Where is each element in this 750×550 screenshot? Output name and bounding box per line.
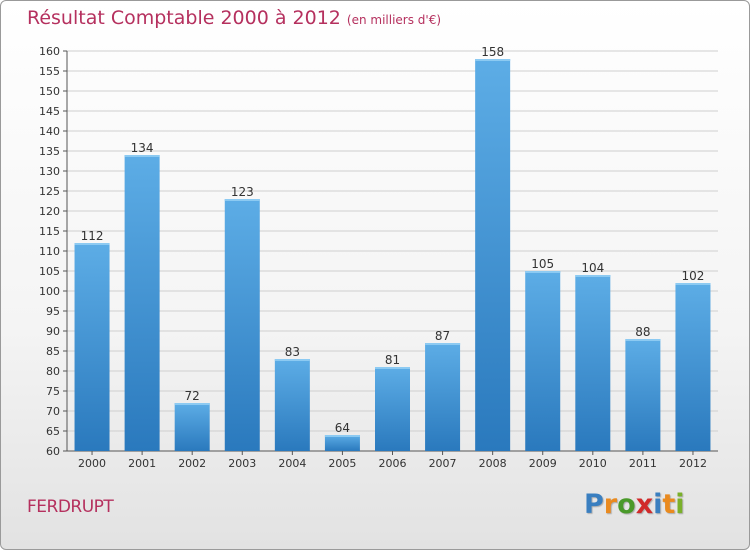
y-tick-label: 75 xyxy=(46,385,60,398)
logo-letter: r xyxy=(603,489,618,520)
y-tick-label: 90 xyxy=(46,325,60,338)
bar-highlight xyxy=(425,343,461,345)
chart-title-text: Résultat Comptable 2000 à 2012 xyxy=(27,7,341,29)
bar-highlight xyxy=(675,283,711,285)
y-tick-label: 80 xyxy=(46,365,60,378)
y-tick-label: 125 xyxy=(39,185,60,198)
bar xyxy=(74,243,110,451)
data-label: 72 xyxy=(185,389,200,403)
y-tick-label: 145 xyxy=(39,105,60,118)
bar xyxy=(274,359,310,451)
x-tick-label: 2001 xyxy=(128,457,156,470)
y-tick-label: 140 xyxy=(39,125,60,138)
logo-letter: P xyxy=(584,489,604,520)
x-tick-label: 2008 xyxy=(479,457,507,470)
bar-highlight xyxy=(375,367,410,369)
bar xyxy=(625,339,661,451)
data-label: 105 xyxy=(531,257,554,271)
bar xyxy=(224,199,260,451)
data-label: 83 xyxy=(285,345,300,359)
x-tick-label: 2009 xyxy=(529,457,557,470)
bar-highlight xyxy=(74,243,110,245)
bar xyxy=(575,275,611,451)
bars xyxy=(74,59,711,451)
y-tick-label: 60 xyxy=(46,445,60,458)
y-tick-label: 120 xyxy=(39,205,60,218)
y-tick-label: 105 xyxy=(39,265,60,278)
bar-chart: 60 65 70 75 80 85 90 95 100 105 110 115 120 125 130 135… xyxy=(39,45,718,470)
bar-highlight xyxy=(475,59,511,61)
chart-subtitle: (en milliers d'€) xyxy=(346,13,442,27)
bar-highlight xyxy=(274,359,310,361)
bar xyxy=(475,59,511,451)
logo-letter: i xyxy=(653,489,663,520)
y-tick-label: 160 xyxy=(39,45,60,58)
bar-highlight xyxy=(575,275,611,277)
x-tick-label: 2002 xyxy=(178,457,206,470)
data-label: 88 xyxy=(635,325,650,339)
x-tick-label: 2000 xyxy=(78,457,106,470)
y-tick-label: 85 xyxy=(46,345,60,358)
bar-highlight xyxy=(324,435,360,437)
x-tick-label: 2003 xyxy=(228,457,256,470)
data-label: 112 xyxy=(81,229,104,243)
bar-highlight xyxy=(174,403,210,405)
bar-highlight xyxy=(625,339,661,341)
y-tick-label: 110 xyxy=(39,245,60,258)
x-tick-label: 2010 xyxy=(579,457,607,470)
data-label: 134 xyxy=(131,141,154,155)
data-labels: 112 134 72 123 83 64 81 87 158 105 104 88 102 xyxy=(81,45,705,435)
bar-highlight xyxy=(224,199,260,201)
logo-letter: o xyxy=(617,489,636,520)
x-tick-label: 2012 xyxy=(679,457,707,470)
y-tick-label: 100 xyxy=(39,285,60,298)
y-tick-label: 155 xyxy=(39,65,60,78)
bar xyxy=(174,403,210,451)
x-tick-label: 2006 xyxy=(379,457,407,470)
y-tick-label: 70 xyxy=(46,405,60,418)
data-label: 81 xyxy=(385,353,400,367)
data-label: 102 xyxy=(682,269,705,283)
bar xyxy=(675,283,711,451)
bar xyxy=(425,343,461,451)
data-label: 123 xyxy=(231,185,254,199)
y-tick-label: 130 xyxy=(39,165,60,178)
data-label: 87 xyxy=(435,329,450,343)
bar-highlight xyxy=(124,155,160,157)
y-tick-label: 115 xyxy=(39,225,60,238)
y-tick-label: 95 xyxy=(46,305,60,318)
bar xyxy=(375,367,410,451)
x-tick-label: 2005 xyxy=(328,457,356,470)
x-tick-label: 2007 xyxy=(429,457,457,470)
y-tick-label: 135 xyxy=(39,145,60,158)
x-tick-label: 2004 xyxy=(278,457,306,470)
data-label: 104 xyxy=(581,261,604,275)
proxiti-logo: Proxiti xyxy=(584,489,685,520)
logo-letter: x xyxy=(635,489,654,520)
x-tick-label: 2011 xyxy=(629,457,657,470)
data-label: 64 xyxy=(335,421,350,435)
axes: 60 65 70 75 80 85 90 95 100 105 110 115 120 125 130 135… xyxy=(39,45,718,470)
logo-letter: i xyxy=(675,489,685,520)
commune-name: FERDRUPT xyxy=(27,497,114,517)
chart-title: Résultat Comptable 2000 à 2012 (en millie… xyxy=(27,7,441,29)
bar xyxy=(324,435,360,451)
y-tick-label: 150 xyxy=(39,85,60,98)
bar xyxy=(124,155,160,451)
bar xyxy=(525,271,561,451)
bar-highlight xyxy=(525,271,561,273)
logo-letter: t xyxy=(662,489,676,520)
data-label: 158 xyxy=(481,45,504,59)
y-tick-label: 65 xyxy=(46,425,60,438)
